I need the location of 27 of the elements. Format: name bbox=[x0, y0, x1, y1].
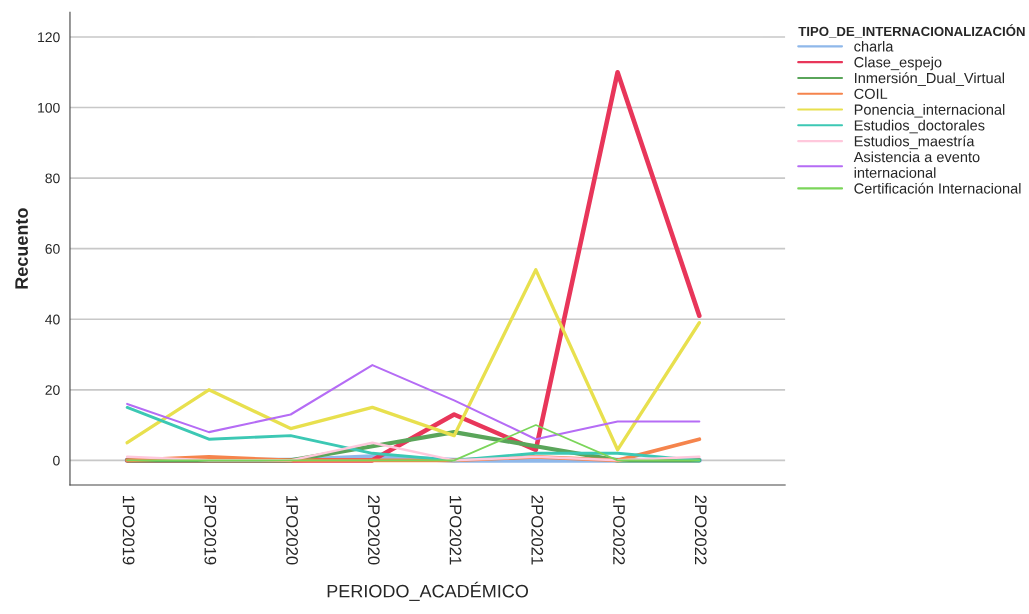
legend-title: TIPO_DE_INTERNACIONALIZACIÓN bbox=[798, 24, 1025, 38]
legend-label: Inmersión_Dual_Virtual bbox=[855, 72, 1005, 86]
legend-label: Estudios_maestría bbox=[854, 135, 975, 150]
y-tick-label: 120 bbox=[38, 32, 60, 43]
y-tick-label: 80 bbox=[45, 173, 60, 184]
legend-label: charla bbox=[854, 40, 894, 52]
legend-label: COIL bbox=[854, 88, 888, 99]
y-tick-label: 100 bbox=[38, 102, 60, 113]
x-tick-label: 2PO2019 bbox=[204, 495, 217, 565]
y-tick-label: 40 bbox=[45, 314, 60, 325]
x-axis-title: PERIODO_ACADÉMICO bbox=[327, 581, 529, 601]
legend-label: Clase_espejo bbox=[854, 56, 942, 71]
x-tick-label: 1PO2021 bbox=[449, 496, 462, 565]
y-axis-title: Recuento bbox=[15, 208, 28, 289]
x-tick-label: 2PO2021 bbox=[531, 495, 544, 565]
x-tick-label: 1PO2020 bbox=[286, 496, 298, 565]
y-tick-label: 60 bbox=[45, 244, 60, 254]
x-tick-label: 1PO2019 bbox=[122, 496, 135, 565]
legend-label: Certificación Internacional bbox=[854, 182, 1021, 194]
legend-label: Ponencia_internacional bbox=[854, 104, 1005, 118]
x-tick-label: 2PO2022 bbox=[694, 495, 707, 565]
y-tick-label: 20 bbox=[45, 385, 60, 395]
y-tick-label: 0 bbox=[53, 455, 60, 466]
legend-label: Estudios_doctorales bbox=[854, 119, 985, 134]
x-tick-label: 1PO2022 bbox=[613, 496, 625, 565]
x-tick-label: 2PO2020 bbox=[367, 495, 380, 565]
legend-label: Asistencia a evento internacional bbox=[853, 151, 980, 178]
